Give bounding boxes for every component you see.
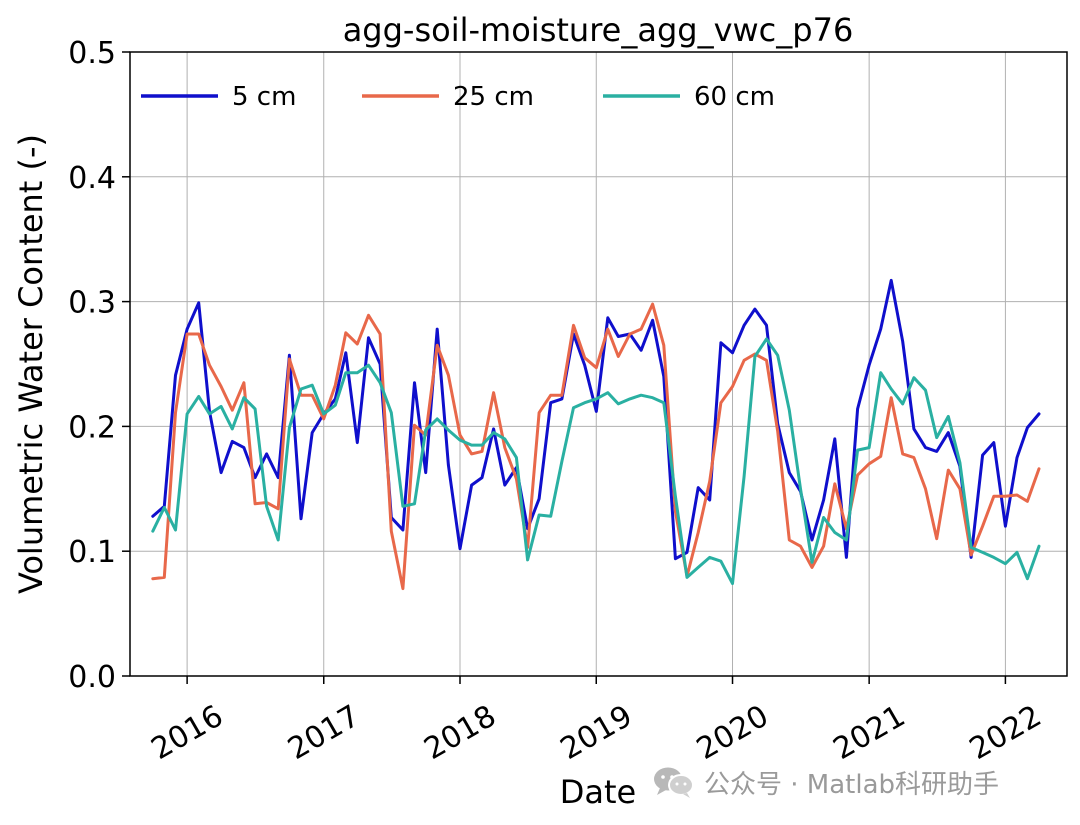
series-line-25-cm bbox=[151, 302, 1041, 591]
watermark: 公众号 · Matlab科研助手 bbox=[652, 762, 999, 802]
y-tick-label: 0.3 bbox=[68, 286, 116, 321]
chart-title: agg-soil-moisture_agg_vwc_p76 bbox=[343, 11, 854, 49]
x-axis: 2016 2017 2018 2019 2020 2021 2022 bbox=[145, 676, 1047, 767]
x-tick-label: 2018 bbox=[418, 699, 502, 767]
y-axis: 0.0 0.1 0.2 0.3 0.4 0.5 bbox=[68, 36, 130, 695]
y-tick-label: 0.2 bbox=[68, 410, 116, 445]
x-tick-label: 2016 bbox=[145, 699, 229, 767]
y-tick-label: 0.1 bbox=[68, 535, 116, 570]
legend: 5 cm 25 cm 60 cm bbox=[141, 82, 775, 112]
legend-label: 5 cm bbox=[232, 82, 296, 112]
plot-frame bbox=[129, 51, 1068, 677]
legend-label: 25 cm bbox=[453, 82, 534, 112]
series-lines bbox=[151, 278, 1041, 591]
x-axis-title: Date bbox=[560, 773, 636, 811]
series-line-5-cm bbox=[151, 278, 1041, 561]
x-tick-label: 2021 bbox=[828, 699, 912, 767]
series-line-60-cm bbox=[151, 337, 1041, 586]
y-axis-title: Volumetric Water Content (-) bbox=[12, 134, 50, 594]
legend-label: 60 cm bbox=[694, 82, 775, 112]
wechat-icon bbox=[652, 764, 696, 800]
x-tick-label: 2020 bbox=[691, 699, 775, 767]
y-tick-label: 0.4 bbox=[68, 161, 116, 196]
x-tick-label: 2022 bbox=[964, 699, 1048, 767]
y-tick-label: 0.5 bbox=[68, 36, 116, 71]
x-tick-label: 2017 bbox=[282, 699, 366, 767]
x-tick-label: 2019 bbox=[555, 699, 639, 767]
watermark-text: 公众号 · Matlab科研助手 bbox=[704, 769, 1000, 800]
y-tick-label: 0.0 bbox=[68, 660, 116, 695]
